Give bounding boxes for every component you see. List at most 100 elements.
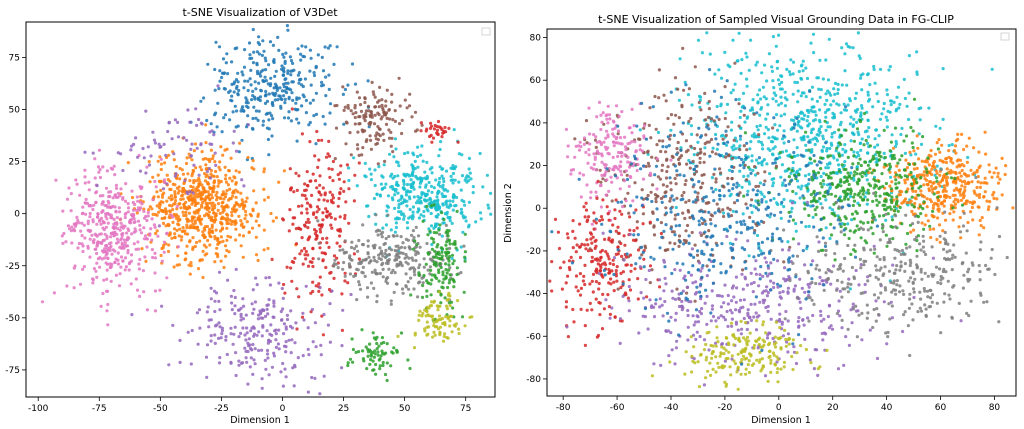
scatter-point-cluster-2: [111, 196, 115, 200]
scatter-point-cluster-2: [103, 247, 107, 251]
scatter-point-cluster-3: [405, 221, 409, 225]
scatter-point-cluster-1: [242, 225, 246, 229]
scatter-point-cluster-9: [385, 361, 389, 365]
scatter-point-cluster-3: [657, 68, 662, 72]
scatter-point-cluster-0: [332, 62, 336, 66]
scatter-point-cluster-9: [408, 366, 412, 371]
scatter-point-cluster-5: [315, 129, 319, 134]
scatter-point-cluster-1: [1011, 206, 1015, 210]
scatter-point-cluster-8: [439, 301, 443, 305]
scatter-point-cluster-1: [919, 193, 923, 197]
scatter-point-cluster-12: [121, 168, 125, 173]
scatter-point-cluster-7: [373, 243, 377, 247]
scatter-point-cluster-1: [935, 191, 939, 195]
scatter-point-cluster-1: [193, 142, 198, 146]
scatter-point-cluster-0: [933, 186, 937, 190]
scatter-point-cluster-0: [798, 125, 802, 129]
scatter-point-cluster-3: [665, 157, 669, 161]
scatter-point-cluster-2: [878, 150, 882, 154]
scatter-point-cluster-3: [380, 187, 385, 191]
scatter-point-cluster-0: [848, 287, 853, 291]
scatter-point-cluster-3: [433, 224, 437, 228]
scatter-point-cluster-0: [777, 33, 781, 37]
scatter-point-cluster-1: [965, 144, 969, 148]
scatter-point-cluster-0: [790, 206, 794, 210]
scatter-point-cluster-0: [933, 173, 937, 177]
scatter-point-cluster-0: [633, 163, 638, 167]
scatter-point-cluster-2: [903, 174, 907, 178]
scatter-point-cluster-8: [463, 259, 467, 263]
scatter-point-cluster-0: [836, 144, 840, 148]
scatter-point-cluster-12: [216, 84, 220, 88]
scatter-point-cluster-1: [971, 200, 975, 204]
scatter-point-cluster-3: [707, 229, 711, 233]
scatter-point-cluster-1: [203, 172, 207, 176]
scatter-point-cluster-0: [894, 144, 898, 149]
scatter-point-cluster-0: [787, 70, 792, 74]
scatter-point-cluster-5: [340, 292, 344, 296]
scatter-point-cluster-0: [815, 139, 820, 143]
scatter-point-cluster-1: [144, 259, 148, 263]
scatter-point-cluster-1: [962, 164, 966, 168]
scatter-point-cluster-7: [359, 261, 363, 266]
scatter-point-cluster-1: [958, 216, 962, 220]
scatter-point-cluster-2: [88, 255, 92, 259]
scatter-point-cluster-0: [793, 115, 798, 119]
scatter-point-cluster-3: [434, 207, 438, 211]
scatter-point-cluster-1: [191, 236, 195, 240]
scatter-point-cluster-8: [441, 281, 445, 285]
scatter-point-cluster-12: [194, 107, 198, 111]
scatter-point-cluster-4: [373, 113, 377, 117]
scatter-point-cluster-7: [375, 272, 379, 276]
scatter-point-cluster-3: [669, 113, 674, 117]
scatter-point-cluster-1: [241, 255, 245, 259]
scatter-point-cluster-0: [800, 63, 804, 67]
scatter-point-cluster-0: [797, 173, 801, 177]
scatter-point-cluster-4: [390, 100, 394, 104]
scatter-point-cluster-1: [147, 208, 151, 212]
scatter-point-cluster-1: [277, 180, 281, 184]
scatter-point-cluster-2: [885, 244, 889, 248]
scatter-point-cluster-3: [714, 180, 718, 184]
scatter-point-cluster-3: [643, 244, 647, 248]
scatter-point-cluster-1: [170, 236, 174, 240]
scatter-point-cluster-12: [188, 120, 192, 124]
scatter-point-cluster-2: [804, 130, 808, 134]
scatter-point-cluster-0: [854, 91, 859, 95]
scatter-point-cluster-7: [414, 259, 418, 263]
scatter-point-cluster-2: [858, 119, 863, 124]
scatter-point-cluster-1: [954, 151, 958, 155]
scatter-point-cluster-2: [81, 267, 85, 271]
scatter-point-cluster-0: [257, 42, 262, 47]
scatter-point-cluster-12: [134, 136, 138, 140]
scatter-point-cluster-1: [951, 193, 955, 197]
scatter-point-cluster-1: [214, 214, 218, 218]
scatter-point-cluster-7: [404, 285, 408, 289]
scatter-point-cluster-2: [889, 207, 893, 211]
scatter-point-cluster-2: [871, 157, 875, 161]
scatter-point-cluster-1: [245, 196, 249, 200]
scatter-point-cluster-0: [328, 102, 333, 106]
scatter-point-cluster-1: [234, 238, 238, 242]
scatter-point-cluster-5: [312, 211, 316, 215]
scatter-point-cluster-2: [905, 231, 910, 236]
scatter-point-cluster-0: [291, 80, 295, 84]
scatter-point-cluster-1: [220, 222, 224, 226]
scatter-point-cluster-5: [314, 216, 318, 220]
scatter-point-cluster-0: [860, 104, 864, 108]
scatter-point-cluster-1: [936, 207, 940, 212]
scatter-point-cluster-10: [429, 304, 434, 308]
scatter-point-cluster-0: [799, 77, 804, 81]
scatter-point-cluster-2: [143, 255, 147, 259]
scatter-point-cluster-0: [752, 132, 756, 136]
scatter-point-cluster-0: [342, 122, 346, 126]
scatter-point-cluster-5: [318, 183, 322, 187]
scatter-point-cluster-7: [367, 255, 371, 259]
scatter-point-cluster-3: [698, 147, 703, 151]
scatter-point-cluster-0: [832, 87, 836, 91]
scatter-point-cluster-0: [698, 98, 702, 102]
scatter-point-cluster-1: [166, 249, 171, 254]
scatter-point-cluster-3: [762, 220, 766, 224]
scatter-point-cluster-0: [799, 94, 803, 98]
scatter-point-cluster-2: [101, 194, 105, 198]
